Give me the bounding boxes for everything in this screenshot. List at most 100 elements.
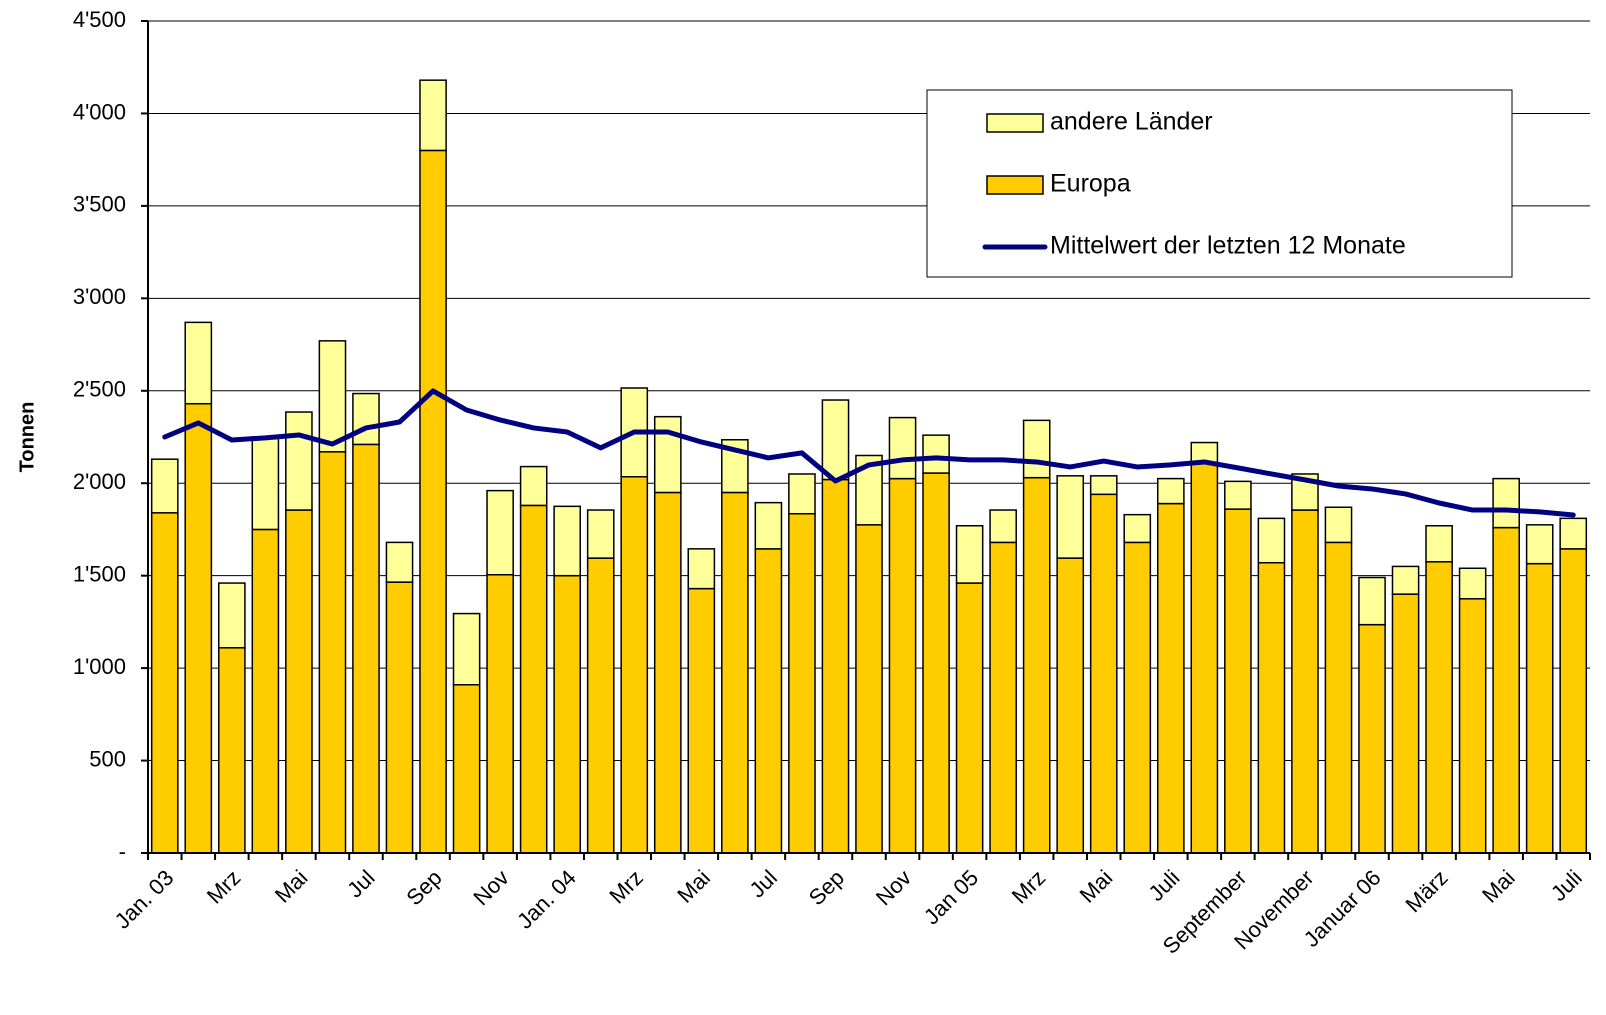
legend-label: Mittelwert der letzten 12 Monate [1050, 232, 1406, 260]
bar [251, 528, 280, 854]
bar [519, 465, 548, 507]
bar [754, 548, 783, 854]
x-tick-label: Mai [672, 865, 715, 908]
x-tick-label: Juli [1546, 865, 1587, 906]
x-tick-label: Juli [1143, 865, 1184, 906]
bar [1425, 524, 1453, 563]
bar [1358, 576, 1386, 626]
bar [150, 512, 179, 854]
x-tick-label: Jan. 04 [512, 865, 581, 934]
legend-swatch [986, 175, 1044, 195]
x-tick-label: Jul [342, 865, 380, 903]
bar [754, 501, 783, 550]
bar [653, 491, 682, 854]
bar [1391, 593, 1420, 854]
bar [352, 443, 380, 854]
y-tick-label: 2'500 [73, 377, 126, 402]
bar [989, 509, 1017, 544]
bar [788, 473, 816, 515]
bar [1492, 526, 1520, 854]
bar [251, 436, 280, 531]
x-tick-label: Mrz [1007, 865, 1051, 909]
bar [1123, 541, 1152, 854]
x-tick-label: Mrz [604, 865, 648, 909]
bar [486, 573, 514, 854]
bar [1291, 509, 1319, 854]
bar [1022, 419, 1051, 479]
bar [1324, 541, 1353, 854]
y-tick-label: 1'500 [73, 561, 126, 586]
x-tick-label: März [1400, 865, 1452, 917]
bar [855, 524, 883, 854]
bar [1190, 462, 1219, 854]
bar [184, 321, 213, 405]
bar [653, 415, 682, 494]
bar [419, 149, 447, 854]
bar [486, 489, 514, 576]
x-tick-label: Jan 05 [919, 865, 983, 929]
y-tick-label: 4'000 [73, 99, 126, 124]
bar [1358, 623, 1386, 854]
bar [285, 411, 313, 511]
bar [922, 472, 950, 854]
bar [1458, 567, 1487, 600]
bar [318, 451, 347, 854]
bar [1257, 561, 1286, 854]
x-tick-label: Jul [744, 865, 782, 903]
bar [586, 557, 615, 854]
bar [1391, 565, 1420, 595]
y-tick-label: 3'000 [73, 284, 126, 309]
bar [1525, 562, 1554, 854]
bar [318, 340, 347, 453]
x-tick-label: Mai [1075, 865, 1118, 908]
x-tick-label: Mai [270, 865, 313, 908]
bar [687, 587, 716, 854]
legend-label: Europa [1050, 170, 1131, 198]
bar [452, 612, 481, 686]
legend-swatch [986, 113, 1044, 133]
y-axis-label: Tonnen [16, 402, 38, 473]
y-tick-label: 4'500 [73, 7, 126, 32]
bar [721, 491, 749, 854]
x-tick-label: Mrz [202, 865, 246, 909]
bar [1056, 557, 1085, 854]
x-tick-label: Jan. 03 [110, 865, 179, 934]
y-tick-label: 500 [89, 746, 126, 771]
bar [1224, 508, 1252, 854]
bar [385, 581, 414, 854]
bar [1022, 476, 1051, 854]
bar [1458, 598, 1487, 854]
bar [285, 509, 313, 854]
y-tick-label: 2'000 [73, 469, 126, 494]
bar [352, 392, 380, 446]
y-tick-label: 1'000 [73, 654, 126, 679]
bar [1089, 493, 1118, 854]
bar [1156, 477, 1185, 505]
bar [586, 509, 615, 559]
bar [821, 478, 850, 854]
bar [452, 684, 481, 854]
bar [1156, 502, 1185, 854]
bar [553, 574, 582, 854]
bar [1123, 513, 1152, 544]
bar [218, 647, 246, 854]
bar [888, 477, 917, 854]
x-tick-label: Nov [468, 865, 513, 910]
bar [821, 399, 850, 481]
bar [955, 524, 984, 584]
x-tick-label: Sep [804, 865, 849, 910]
legend-label: andere Länder [1050, 108, 1213, 136]
bar [1425, 561, 1453, 854]
bar [385, 541, 414, 583]
bar [788, 512, 816, 854]
x-tick-label: Nov [871, 865, 916, 910]
bar [1559, 548, 1588, 854]
bar [989, 541, 1017, 854]
bar [1492, 477, 1520, 529]
bar [1089, 475, 1118, 496]
x-tick-label: Sep [401, 865, 446, 910]
bar [620, 476, 649, 854]
bar [419, 79, 447, 152]
bar [218, 582, 246, 649]
bar [1224, 480, 1252, 510]
